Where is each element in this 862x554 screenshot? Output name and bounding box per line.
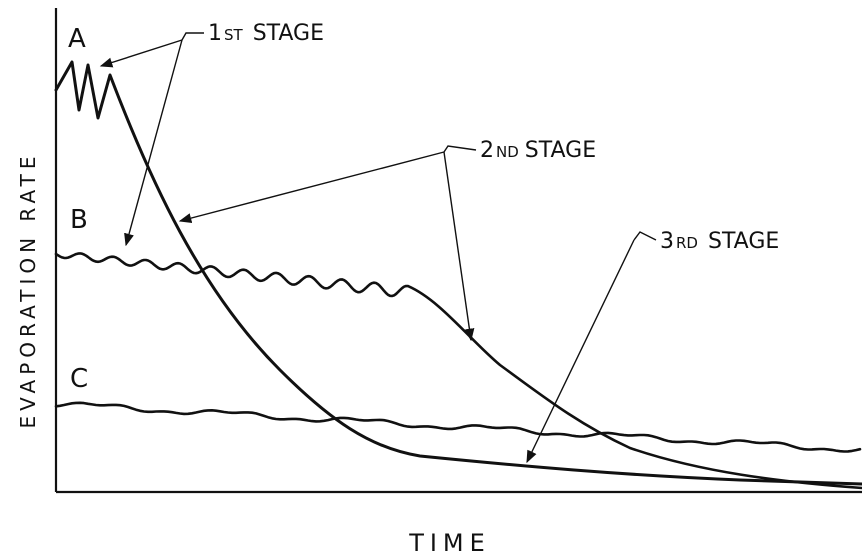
- third-stage-arrow-to-c: [526, 239, 635, 464]
- second-stage-arrow-to-a: [178, 151, 445, 224]
- curve-label-a: A: [68, 24, 86, 54]
- second-stage-annotation: 2 ND STAGE: [178, 138, 596, 342]
- second-stage-bracket: [443, 145, 477, 153]
- curve-label-c: C: [70, 364, 88, 394]
- curve-label-b: B: [70, 205, 88, 235]
- curve-c: [54, 401, 862, 453]
- curve-a: [54, 60, 862, 486]
- curve-b: [54, 252, 862, 490]
- first-stage-annotation: 1 ST STAGE: [99, 21, 324, 247]
- y-axis-label: EVAPORATION RATE: [16, 152, 40, 429]
- x-axis-label: TIME: [408, 529, 491, 554]
- first-stage-label: 1 ST STAGE: [208, 21, 324, 46]
- third-stage-bracket: [633, 231, 657, 241]
- first-stage-arrow-to-b: [124, 39, 183, 247]
- second-stage-arrow-to-b: [443, 151, 475, 342]
- first-stage-arrow-to-a: [99, 39, 183, 68]
- third-stage-annotation: 3 RD STAGE: [526, 229, 779, 464]
- third-stage-label: 3 RD STAGE: [660, 229, 779, 254]
- first-stage-bracket: [181, 32, 204, 41]
- second-stage-label: 2 ND STAGE: [480, 138, 596, 163]
